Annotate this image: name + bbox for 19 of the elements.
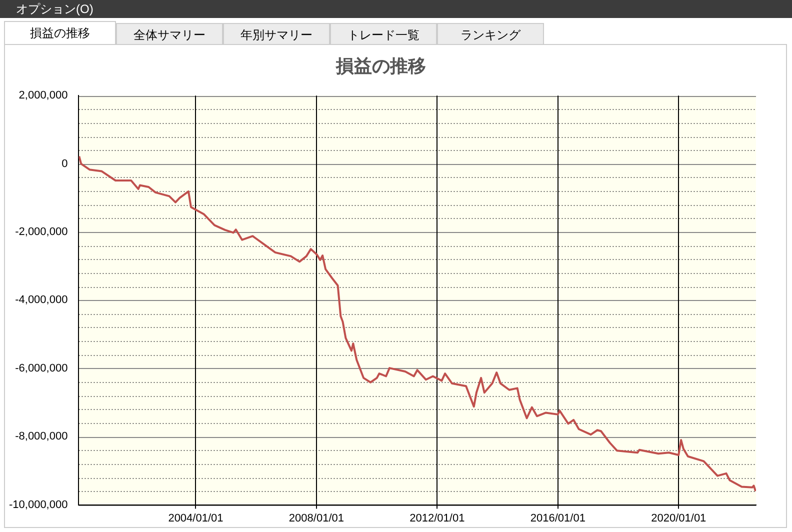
y-tick-label: -8,000,000: [15, 430, 68, 443]
text: 全体サマリー: [116, 23, 223, 45]
y-tick-label: 2,000,000: [18, 90, 68, 102]
text: オプション(O): [0, 0, 792, 18]
y-tick-label: -10,000,000: [9, 498, 68, 511]
y-tick-label: 0: [62, 158, 68, 170]
x-tick-label: 2004/01/01: [168, 512, 224, 524]
text: ランキング: [437, 23, 544, 45]
y-tick-label: -2,000,000: [15, 226, 68, 238]
x-tick-label: 2016/01/01: [530, 512, 586, 524]
x-tick-label: 2020/01/01: [651, 512, 706, 524]
y-tick-label: -6,000,000: [15, 362, 68, 374]
y-tick-label: -4,000,000: [15, 294, 68, 306]
x-tick-label: 2012/01/01: [410, 512, 465, 524]
text: トレード一覧: [330, 23, 437, 45]
text: 損益の推移: [4, 21, 116, 45]
chart-title: 損益の推移: [335, 56, 426, 76]
x-tick-label: 2008/01/01: [288, 512, 344, 524]
text: 年別サマリー: [223, 23, 330, 45]
